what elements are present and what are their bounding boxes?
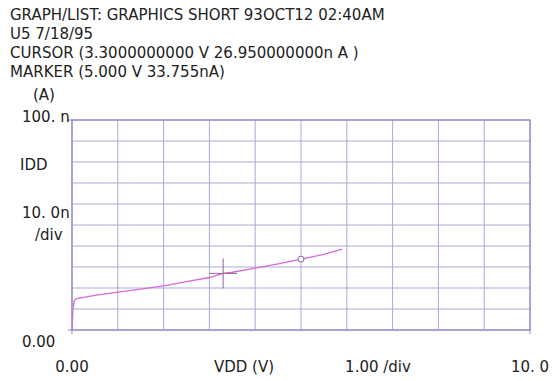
x-tick-label: 10. 0 bbox=[511, 358, 549, 376]
cursor-v bbox=[223, 258, 224, 288]
y-grid-line bbox=[72, 183, 530, 184]
marker-point bbox=[298, 256, 304, 262]
header-line: MARKER (5.000 V 33.755nA) bbox=[10, 63, 225, 81]
y-grid-line bbox=[72, 225, 530, 226]
y-grid-line bbox=[72, 309, 530, 310]
y-grid-line bbox=[72, 141, 530, 142]
header-line: CURSOR (3.3000000000 V 26.950000000n A ) bbox=[10, 44, 359, 62]
cursor bbox=[209, 258, 237, 288]
x-tick-label: 0.00 bbox=[55, 358, 88, 376]
y-grid-line bbox=[72, 162, 530, 163]
chart: GRAPH/LIST: GRAPHICS SHORT 93OCT12 02:40… bbox=[0, 0, 560, 381]
y-tick-label: 0.00 bbox=[22, 333, 55, 351]
header-line: U5 7/18/95 bbox=[10, 25, 93, 43]
x-tick bbox=[530, 330, 531, 334]
x-tick bbox=[72, 330, 73, 334]
header-line: GRAPH/LIST: GRAPHICS SHORT 93OCT12 02:40… bbox=[10, 6, 385, 24]
y-grid-line bbox=[72, 267, 530, 268]
y-div-unit: /div bbox=[35, 226, 63, 244]
y-grid-line bbox=[72, 246, 530, 247]
y-tick bbox=[68, 330, 72, 331]
y-axis-label: IDD bbox=[20, 156, 48, 174]
plot-area bbox=[72, 249, 342, 330]
y-tick-label: 100. n bbox=[22, 108, 70, 126]
y-unit: (A) bbox=[33, 86, 55, 104]
y-div-label: 10. 0n bbox=[22, 204, 70, 222]
x-axis-label: VDD (V) bbox=[214, 358, 274, 376]
y-grid-line bbox=[72, 288, 530, 289]
y-grid-line bbox=[72, 204, 530, 205]
plot-frame bbox=[72, 120, 530, 330]
series-line bbox=[72, 249, 342, 330]
x-div-label: 1.00 /div bbox=[345, 358, 411, 376]
